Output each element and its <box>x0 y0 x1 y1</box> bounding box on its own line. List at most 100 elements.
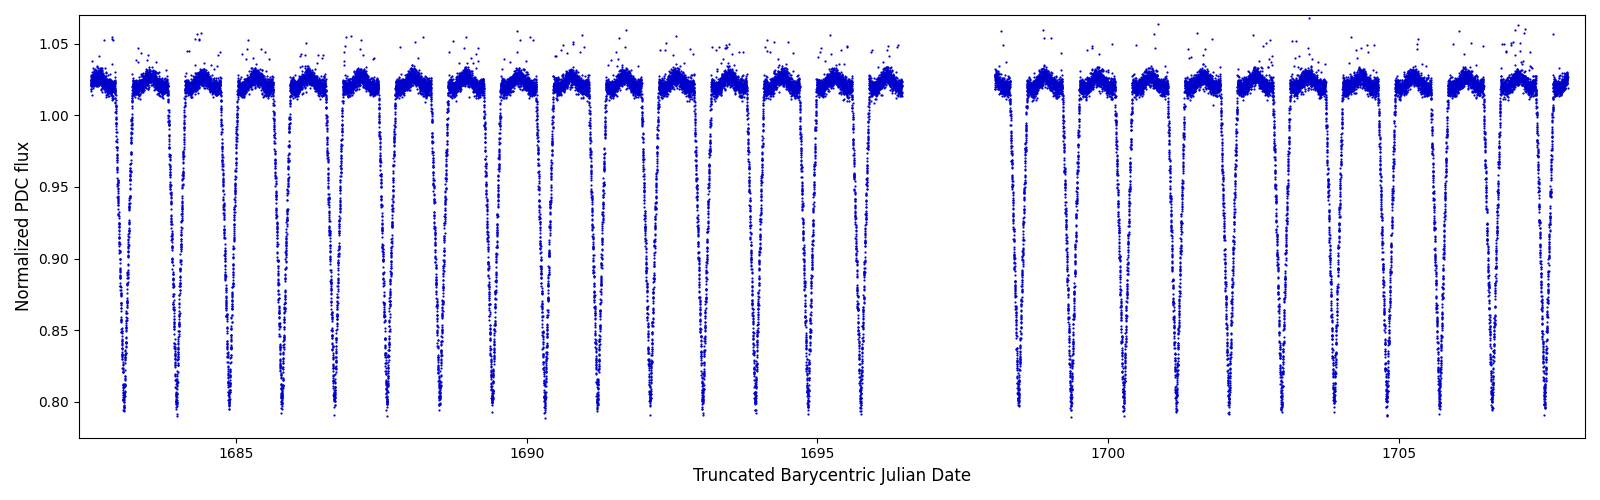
Point <box>1536 270 1562 278</box>
Point <box>1176 84 1202 92</box>
Point <box>1168 248 1194 256</box>
Point <box>755 81 781 89</box>
Point <box>483 286 509 294</box>
Point <box>1261 120 1286 128</box>
Point <box>1387 93 1413 101</box>
Point <box>462 73 488 81</box>
Point <box>752 84 778 92</box>
Point <box>717 74 742 82</box>
Point <box>504 74 530 82</box>
Point <box>677 90 702 98</box>
Point <box>704 92 730 100</box>
Point <box>658 80 683 88</box>
Point <box>816 78 842 86</box>
Point <box>691 348 717 356</box>
Point <box>870 75 896 83</box>
Point <box>590 202 616 210</box>
Point <box>808 85 834 93</box>
Point <box>1002 288 1027 296</box>
Point <box>998 126 1024 134</box>
Point <box>1406 77 1432 85</box>
Point <box>1323 318 1349 326</box>
Point <box>1072 86 1098 94</box>
Point <box>1515 78 1541 86</box>
Point <box>1208 96 1234 104</box>
Point <box>691 339 717 347</box>
Point <box>134 76 160 84</box>
Point <box>1400 77 1426 85</box>
Point <box>790 230 816 237</box>
Point <box>674 79 699 87</box>
Point <box>1360 88 1386 96</box>
Point <box>1538 166 1563 174</box>
Point <box>698 116 723 124</box>
Point <box>579 188 605 196</box>
Point <box>158 190 184 198</box>
Point <box>635 357 661 365</box>
Point <box>1208 107 1234 115</box>
Point <box>1194 76 1219 84</box>
Point <box>1280 84 1306 92</box>
Point <box>990 76 1016 84</box>
Point <box>811 85 837 93</box>
Point <box>1378 288 1403 296</box>
Point <box>202 84 227 92</box>
Point <box>691 346 717 354</box>
Point <box>851 303 877 311</box>
Point <box>1462 78 1488 86</box>
Point <box>350 83 376 91</box>
Point <box>475 228 501 236</box>
Point <box>270 354 296 362</box>
Point <box>611 78 637 86</box>
Point <box>238 76 264 84</box>
Point <box>768 67 794 75</box>
Point <box>658 74 683 82</box>
Point <box>182 81 208 89</box>
Point <box>1024 72 1050 80</box>
Point <box>656 70 682 78</box>
Point <box>445 72 470 80</box>
Point <box>1158 194 1184 202</box>
Point <box>354 76 379 84</box>
Point <box>202 82 227 90</box>
Point <box>536 252 562 260</box>
Point <box>1093 73 1118 81</box>
Point <box>1174 88 1200 96</box>
Point <box>1062 269 1088 277</box>
Point <box>784 78 810 86</box>
Point <box>434 148 459 156</box>
Point <box>411 83 437 91</box>
Point <box>1219 262 1245 270</box>
Point <box>1435 92 1461 100</box>
Point <box>1034 80 1059 88</box>
Point <box>1074 82 1099 90</box>
Point <box>1234 79 1259 87</box>
Point <box>827 86 853 94</box>
Point <box>397 86 422 94</box>
Point <box>349 66 374 74</box>
Point <box>104 128 130 136</box>
Point <box>872 69 898 77</box>
Point <box>1390 76 1416 84</box>
Point <box>130 72 155 80</box>
Point <box>728 82 754 90</box>
Point <box>803 102 829 110</box>
Point <box>1104 160 1130 168</box>
Point <box>1514 81 1539 89</box>
Point <box>170 205 195 213</box>
Point <box>1250 79 1275 87</box>
Point <box>818 80 843 88</box>
Point <box>1194 73 1219 81</box>
Point <box>1299 82 1325 90</box>
Point <box>1280 83 1306 91</box>
Point <box>115 232 141 240</box>
Point <box>701 84 726 92</box>
Point <box>1139 72 1165 80</box>
Point <box>1027 80 1053 88</box>
Point <box>414 76 440 84</box>
Point <box>1363 89 1389 97</box>
Point <box>704 94 730 102</box>
Point <box>258 79 283 87</box>
Point <box>346 79 371 87</box>
Point <box>1504 74 1530 82</box>
